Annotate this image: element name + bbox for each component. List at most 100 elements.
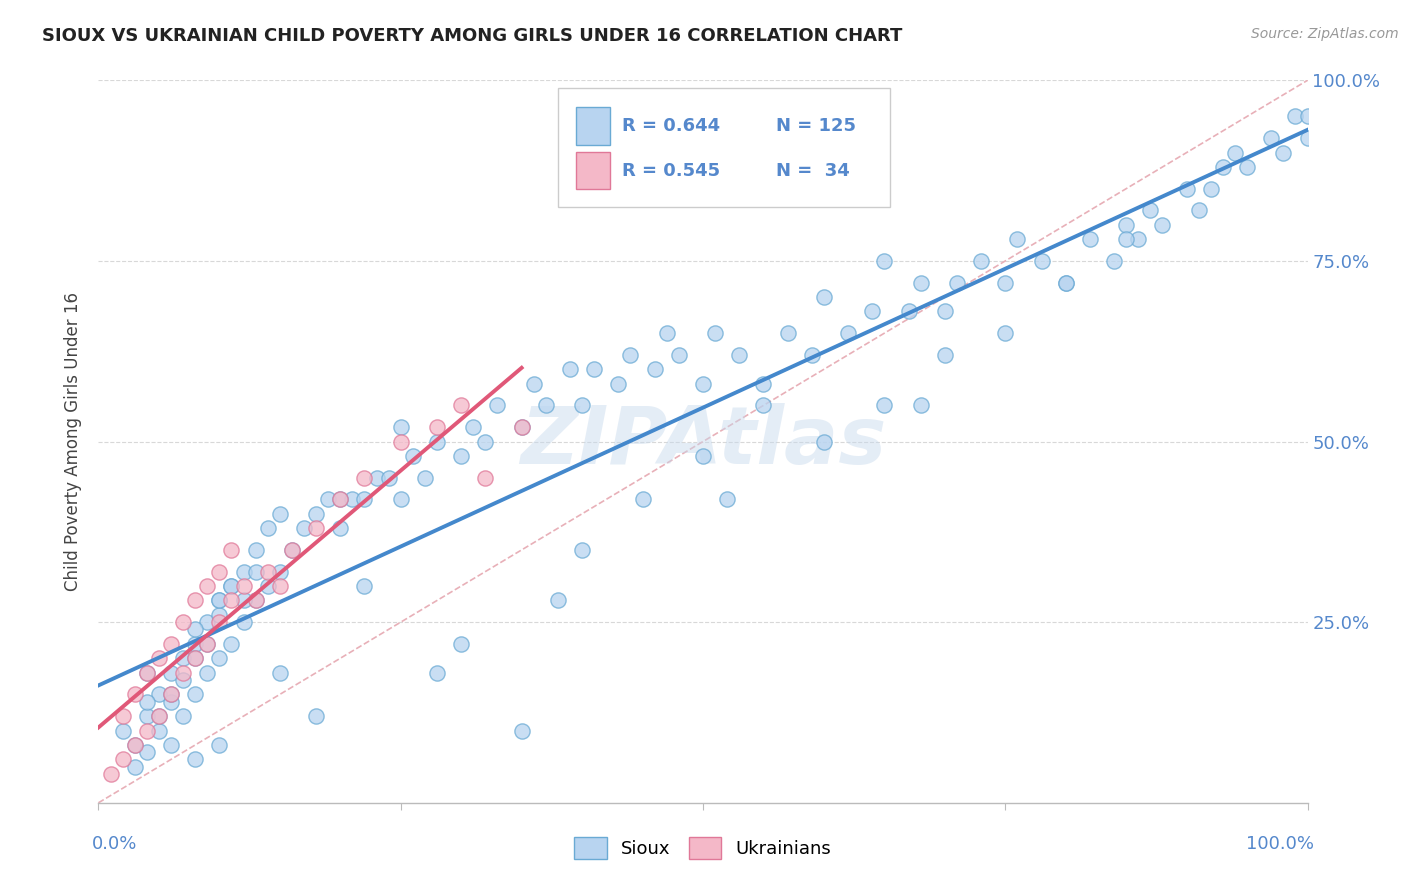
Point xyxy=(208,607,231,622)
Point xyxy=(873,398,896,412)
Point xyxy=(124,738,146,752)
Point xyxy=(232,565,254,579)
Point xyxy=(208,593,231,607)
Bar xyxy=(576,107,610,145)
Point xyxy=(946,276,969,290)
Point xyxy=(221,593,243,607)
Point xyxy=(389,492,412,507)
Point xyxy=(292,521,315,535)
Point xyxy=(281,542,304,557)
Point xyxy=(195,637,218,651)
Point xyxy=(329,521,352,535)
Point xyxy=(135,745,157,759)
Legend: Sioux, Ukrainians: Sioux, Ukrainians xyxy=(567,830,839,866)
Point xyxy=(111,709,134,723)
Point xyxy=(256,565,278,579)
Point xyxy=(195,615,218,630)
Point xyxy=(1139,203,1161,218)
Point xyxy=(970,253,993,268)
Text: R = 0.644: R = 0.644 xyxy=(621,117,720,135)
Point xyxy=(1199,182,1222,196)
Point xyxy=(994,276,1017,290)
Point xyxy=(897,304,920,318)
Point xyxy=(353,579,375,593)
Text: R = 0.545: R = 0.545 xyxy=(621,161,720,179)
Point xyxy=(450,449,472,463)
Point xyxy=(135,723,157,738)
Point xyxy=(245,593,267,607)
Text: N =  34: N = 34 xyxy=(776,161,849,179)
Point xyxy=(256,579,278,593)
Point xyxy=(281,542,304,557)
Point xyxy=(245,565,267,579)
Point xyxy=(111,752,134,766)
Point xyxy=(644,362,666,376)
Point xyxy=(184,637,207,651)
Point xyxy=(1272,145,1295,160)
Point xyxy=(160,687,183,701)
Point xyxy=(1007,232,1029,246)
Point xyxy=(523,376,546,391)
Point xyxy=(124,687,146,701)
Point xyxy=(184,752,207,766)
Text: Source: ZipAtlas.com: Source: ZipAtlas.com xyxy=(1251,27,1399,41)
Point xyxy=(208,615,231,630)
Point xyxy=(329,492,352,507)
Point xyxy=(583,362,606,376)
Point xyxy=(269,507,291,521)
Point xyxy=(813,434,835,449)
Point xyxy=(813,290,835,304)
Point xyxy=(135,695,157,709)
Point xyxy=(389,420,412,434)
Point xyxy=(571,398,593,412)
Point xyxy=(1152,218,1174,232)
Point xyxy=(184,687,207,701)
Point xyxy=(1188,203,1211,218)
Point xyxy=(752,376,775,391)
Point xyxy=(135,665,157,680)
Point xyxy=(184,593,207,607)
Point xyxy=(221,637,243,651)
FancyBboxPatch shape xyxy=(558,87,890,207)
Point xyxy=(934,348,956,362)
Point xyxy=(160,665,183,680)
Point xyxy=(728,348,751,362)
Text: SIOUX VS UKRAINIAN CHILD POVERTY AMONG GIRLS UNDER 16 CORRELATION CHART: SIOUX VS UKRAINIAN CHILD POVERTY AMONG G… xyxy=(42,27,903,45)
Point xyxy=(269,565,291,579)
Point xyxy=(426,434,449,449)
Point xyxy=(245,593,267,607)
Point xyxy=(1296,131,1319,145)
Point xyxy=(1175,182,1198,196)
Point xyxy=(366,470,388,484)
Point xyxy=(135,709,157,723)
Point xyxy=(111,723,134,738)
Point xyxy=(1284,110,1306,124)
Point xyxy=(184,651,207,665)
Point xyxy=(148,709,170,723)
Point xyxy=(269,579,291,593)
Point xyxy=(221,579,243,593)
Point xyxy=(195,665,218,680)
Point xyxy=(426,420,449,434)
Point xyxy=(305,709,328,723)
Point xyxy=(619,348,641,362)
Point xyxy=(1212,160,1234,174)
Point xyxy=(692,449,714,463)
Point xyxy=(631,492,654,507)
Point xyxy=(692,376,714,391)
Point xyxy=(1128,232,1150,246)
Point xyxy=(221,579,243,593)
Point xyxy=(413,470,436,484)
Point xyxy=(752,398,775,412)
Point xyxy=(510,420,533,434)
Point xyxy=(450,637,472,651)
Point xyxy=(402,449,425,463)
Text: ZIPAtlas: ZIPAtlas xyxy=(520,402,886,481)
Point xyxy=(704,326,727,340)
Point xyxy=(232,579,254,593)
Point xyxy=(934,304,956,318)
Y-axis label: Child Poverty Among Girls Under 16: Child Poverty Among Girls Under 16 xyxy=(65,292,83,591)
Point xyxy=(172,673,194,687)
Point xyxy=(1054,276,1077,290)
Point xyxy=(100,767,122,781)
